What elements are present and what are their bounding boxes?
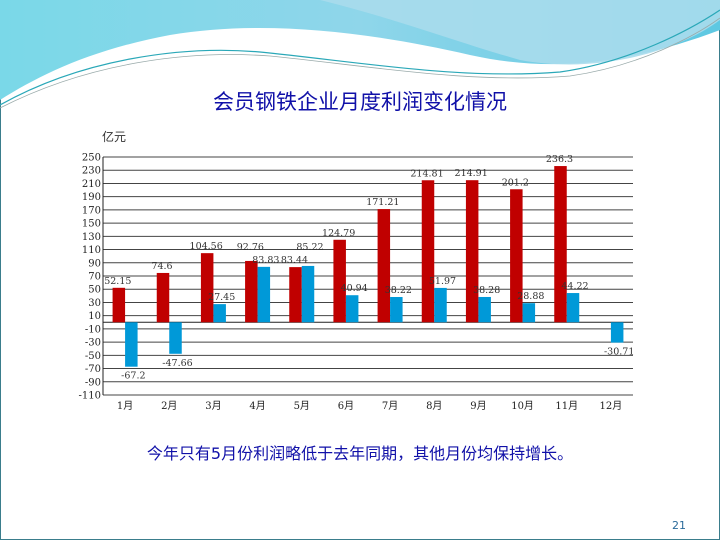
data-label: -47.66	[162, 358, 192, 369]
x-tick-label: 1月	[117, 400, 133, 412]
y-tick-label: -50	[85, 351, 101, 362]
data-label: 38.22	[385, 285, 412, 296]
bar-series2	[169, 322, 182, 354]
x-tick-label: 12月	[600, 400, 623, 412]
data-label: 124.79	[322, 228, 355, 239]
data-label: -67.2	[121, 371, 145, 382]
data-label: 236.3	[546, 154, 573, 165]
y-tick-label: 230	[82, 166, 101, 177]
y-tick-label: -10	[85, 324, 101, 335]
y-tick-label: 150	[82, 219, 101, 230]
bar-chart: 250 230 210 190 170 150 130 110 90 70 50 30 10 -10 -30…	[79, 153, 635, 413]
x-tick-label: 5月	[294, 400, 310, 412]
bar-series1	[156, 272, 170, 323]
y-tick-label: -30	[85, 338, 101, 349]
data-label: 40.94	[341, 283, 368, 294]
data-label: 38.28	[473, 285, 500, 296]
y-tick-label: 250	[82, 153, 101, 164]
y-tick-label: 190	[82, 192, 101, 203]
data-label: 28.88	[517, 291, 544, 302]
bar-series2	[213, 304, 226, 323]
y-tick-label: 130	[82, 232, 101, 243]
data-label: 214.81	[410, 168, 443, 179]
summary-note: 今年只有5月份利润略低于去年同期，其他月份均保持增长。	[146, 444, 574, 463]
x-tick-label: 10月	[511, 400, 534, 412]
y-tick-label: -90	[85, 377, 101, 388]
x-tick-label: 8月	[426, 400, 442, 412]
bar-series1	[112, 287, 126, 323]
data-label: 74.6	[151, 261, 172, 272]
bar-series2	[478, 296, 491, 323]
bar-series2	[566, 293, 580, 323]
y-tick-label: 50	[88, 285, 101, 296]
x-tick-label: 2月	[161, 400, 177, 412]
y-tick-label: 10	[88, 311, 101, 322]
y-tick-label: 210	[82, 179, 101, 190]
bar-series1	[289, 267, 302, 323]
y-tick-label: 170	[82, 205, 101, 216]
y-tick-label: -110	[79, 391, 101, 402]
bar-series1	[510, 189, 523, 323]
bar-series2	[434, 287, 447, 323]
bar-series1	[333, 239, 346, 323]
data-label: 27.45	[208, 292, 235, 303]
bar-series1	[421, 180, 435, 323]
x-tick-label: 3月	[205, 400, 221, 412]
data-label: 44.22	[561, 281, 588, 292]
page-number: 21	[672, 519, 686, 532]
data-label: 83.83	[252, 255, 279, 266]
bar-series2	[390, 297, 403, 323]
bar-series2	[257, 266, 271, 323]
x-tick-label: 6月	[338, 400, 354, 412]
data-label: 214.91	[455, 168, 488, 179]
data-label: 104.56	[190, 241, 223, 252]
y-tick-label: 90	[88, 258, 101, 269]
bar-series1	[200, 253, 214, 323]
bar-series1	[465, 180, 479, 323]
data-label: 51.97	[429, 276, 456, 287]
y-axis-unit-label: 亿元	[102, 130, 127, 144]
bar-series2	[522, 303, 536, 323]
y-tick-label: 70	[88, 272, 101, 283]
y-tick-label: 30	[88, 298, 101, 309]
x-tick-label: 9月	[470, 400, 486, 412]
bar-series2	[301, 265, 315, 323]
data-label: 201.2	[502, 177, 529, 188]
y-tick-label: 110	[82, 245, 101, 256]
header-swoosh	[0, 0, 720, 109]
x-tick-label: 7月	[382, 400, 398, 412]
data-label: 171.21	[366, 197, 399, 208]
slide-title: 会员钢铁企业月度利润变化情况	[213, 90, 507, 114]
data-label: 92.76	[237, 242, 264, 253]
data-label: 52.15	[104, 276, 131, 287]
bar-series1	[245, 260, 258, 323]
x-tick-label: 11月	[555, 400, 578, 412]
bar-series2	[125, 322, 138, 367]
bar-series2	[345, 295, 359, 323]
y-tick-label: -70	[85, 364, 101, 375]
data-label: 83.44	[281, 255, 308, 266]
data-label: -30.71	[604, 347, 634, 358]
x-tick-label: 4月	[249, 400, 265, 412]
bar-series2	[610, 322, 624, 343]
bar-series1	[377, 209, 391, 323]
data-label: 85.22	[296, 242, 323, 253]
bar-series1	[554, 166, 567, 323]
